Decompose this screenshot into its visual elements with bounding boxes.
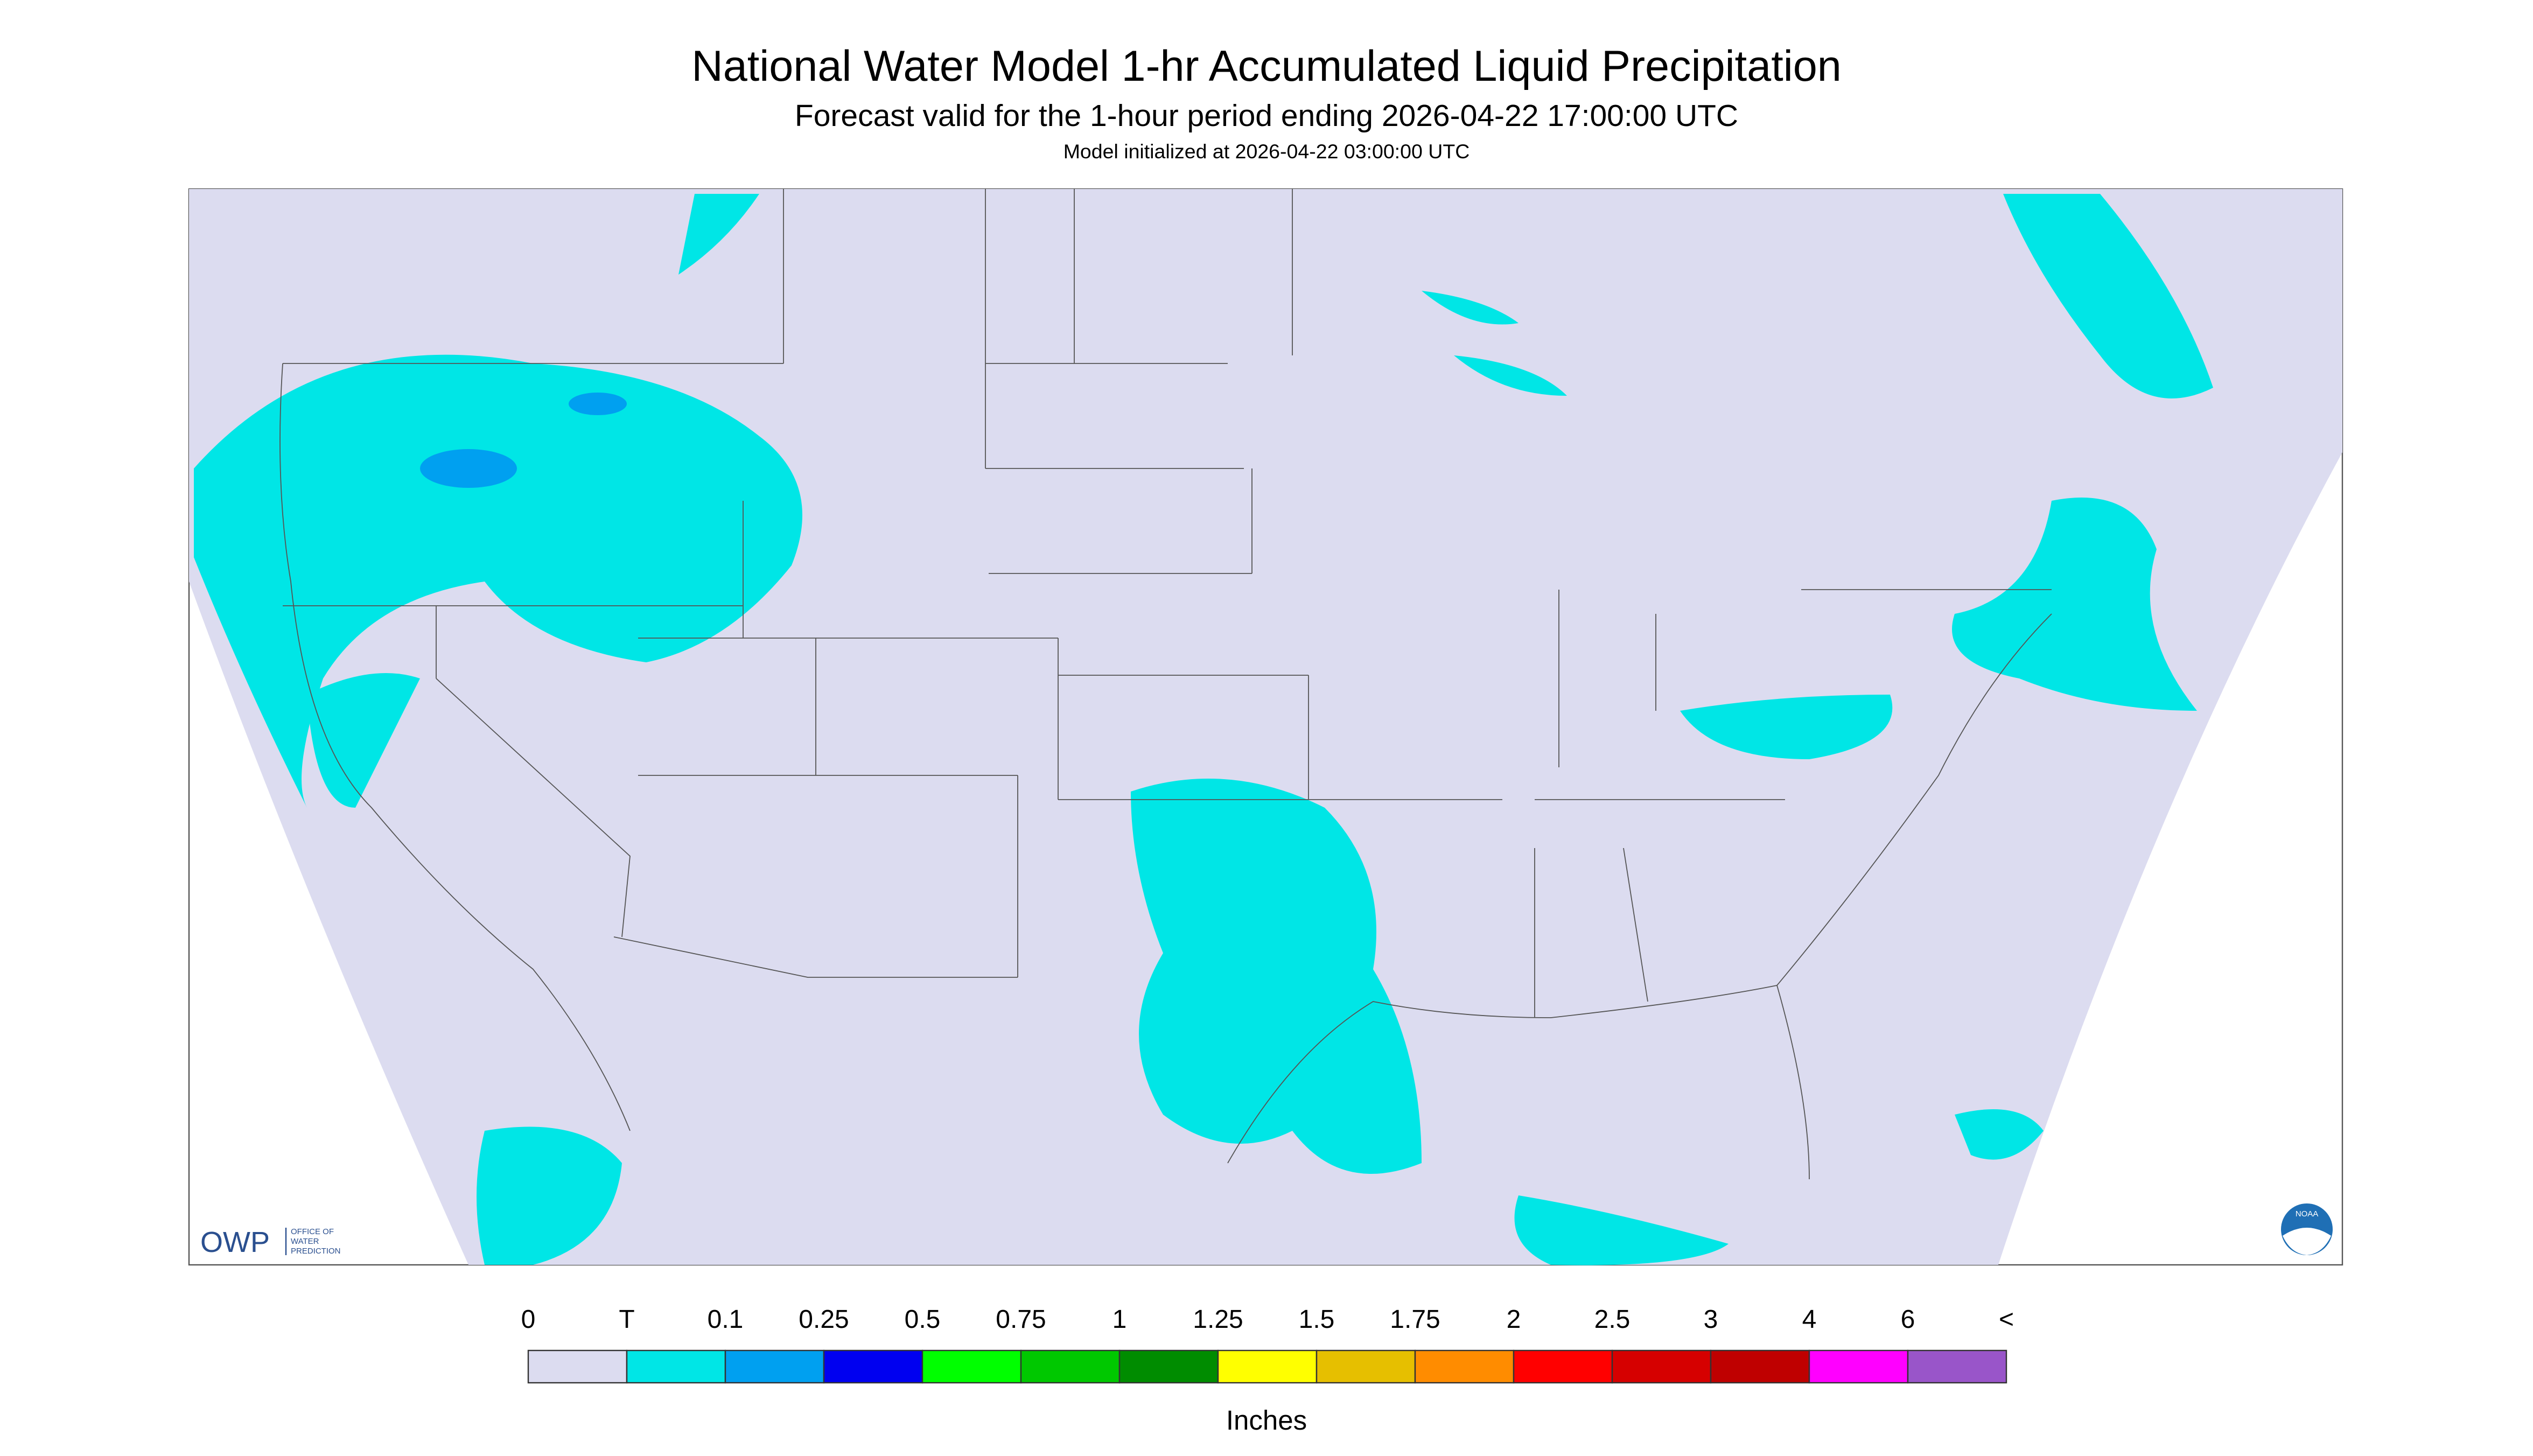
legend-label: 1 [1112, 1305, 1127, 1334]
precip-area [1422, 291, 1519, 325]
owp-logo: OWP OFFICE OF WATER PREDICTION [200, 1226, 341, 1258]
legend-label: 3 [1704, 1305, 1718, 1334]
legend-swatch [921, 1349, 1022, 1384]
legend-swatch [1316, 1349, 1416, 1384]
legend-label: 2.5 [1594, 1305, 1631, 1334]
legend-swatch [1907, 1349, 2007, 1384]
owp-logo-text: OWP [200, 1226, 270, 1258]
legend: Inches 0 T 0.1 0.25 0.5 0.75 1 1.25 1.5 1.75 2 2.5 3… [521, 1305, 2014, 1436]
legend-swatch [527, 1349, 628, 1384]
legend-label: < [1999, 1305, 2014, 1334]
precip-area [2003, 194, 2213, 399]
legend-swatch [1217, 1349, 1318, 1384]
legend-swatch [1414, 1349, 1515, 1384]
owp-name-line: WATER [291, 1237, 319, 1246]
legend-swatch [1513, 1349, 1613, 1384]
legend-swatch [823, 1349, 923, 1384]
precip-area [1680, 695, 1893, 760]
legend-swatch [724, 1349, 825, 1384]
legend-swatch [1710, 1349, 1810, 1384]
title: National Water Model 1-hr Accumulated Li… [691, 42, 1842, 90]
precip-area [194, 354, 802, 808]
precip-area [678, 194, 759, 275]
legend-label: 1.25 [1193, 1305, 1243, 1334]
legend-label: T [619, 1305, 634, 1334]
subtitle: Forecast valid for the 1-hour period end… [795, 99, 1738, 133]
legend-label: 0.25 [799, 1305, 849, 1334]
precip-area [307, 673, 420, 808]
precip-area [1454, 355, 1567, 396]
precip-area [477, 1126, 622, 1265]
legend-label: 0.1 [708, 1305, 744, 1334]
legend-swatch [1118, 1349, 1219, 1384]
precip-area [569, 393, 627, 416]
legend-swatch [1020, 1349, 1121, 1384]
legend-label: 6 [1901, 1305, 1915, 1334]
precip-area [1131, 779, 1422, 1174]
legend-label: 0 [521, 1305, 536, 1334]
noaa-logo: NOAA [2281, 1203, 2333, 1256]
legend-swatch [626, 1349, 726, 1384]
legend-swatch [1808, 1349, 1909, 1384]
legend-label: 0.5 [905, 1305, 941, 1334]
precip-area [1514, 1195, 1729, 1265]
noaa-logo-text: NOAA [2296, 1209, 2319, 1219]
precip-area [420, 449, 517, 488]
map: OWP OFFICE OF WATER PREDICTION NOAA [188, 188, 2343, 1266]
legend-label: 2 [1507, 1305, 1521, 1334]
legend-swatch [1611, 1349, 1712, 1384]
owp-name-line: PREDICTION [291, 1247, 341, 1256]
owp-name-line: OFFICE OF [291, 1227, 334, 1236]
legend-label: 1.5 [1299, 1305, 1335, 1334]
init-time: Model initialized at 2026-04-22 03:00:00… [1063, 140, 1470, 163]
legend-label: 4 [1802, 1305, 1817, 1334]
legend-label: 0.75 [996, 1305, 1046, 1334]
boundaries [279, 189, 2052, 1180]
legend-label: 1.75 [1390, 1305, 1440, 1334]
legend-units: Inches [1226, 1405, 1307, 1436]
precip-area [1955, 1109, 2044, 1160]
precip-areas [194, 194, 2213, 1265]
